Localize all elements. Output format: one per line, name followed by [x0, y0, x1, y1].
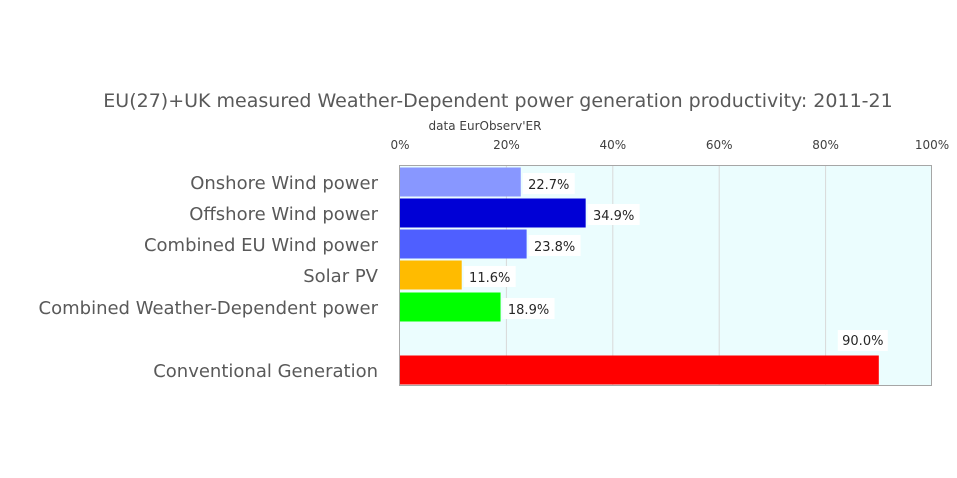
category-label: Combined EU Wind power [144, 235, 379, 256]
category-label: Conventional Generation [153, 361, 378, 382]
bar [400, 260, 462, 290]
chart-title: EU(27)+UK measured Weather-Dependent pow… [103, 90, 892, 112]
data-label: 11.6% [469, 271, 510, 286]
x-tick-label: 60% [706, 138, 733, 152]
data-label-box [528, 235, 581, 256]
chart-subtitle: data EurObserv'ER [429, 119, 542, 133]
category-label: Offshore Wind power [189, 204, 378, 225]
x-tick-label: 0% [390, 138, 409, 152]
bar [400, 355, 879, 385]
category-label: Onshore Wind power [190, 173, 378, 194]
x-tick-label: 100% [915, 138, 949, 152]
data-label: 18.9% [508, 303, 549, 318]
bar [400, 198, 586, 228]
data-label-box [522, 173, 575, 194]
x-tick-label: 80% [812, 138, 839, 152]
data-labels: 22.7% 34.9% 23.8% 11.6% 18.9% 90.0% [463, 173, 888, 351]
data-label: 23.8% [534, 240, 575, 255]
data-label-box [502, 298, 555, 319]
category-label: Solar PV [303, 266, 378, 287]
data-label: 90.0% [842, 334, 883, 349]
bar [400, 229, 527, 259]
data-label-box [837, 330, 888, 351]
data-label: 34.9% [593, 209, 634, 224]
x-tick-label: 20% [493, 138, 520, 152]
category-label: Combined Weather-Dependent power [39, 298, 379, 319]
data-label-box [587, 204, 640, 225]
x-axis-ticks: 0% 20% 40% 60% 80% 100% [390, 138, 949, 152]
x-tick-label: 40% [599, 138, 626, 152]
category-labels: Onshore Wind power Offshore Wind power Com… [39, 173, 379, 382]
bar [400, 167, 521, 197]
data-label-box [463, 266, 516, 287]
bar [400, 292, 501, 322]
data-label: 22.7% [528, 178, 569, 193]
bars [400, 167, 879, 385]
